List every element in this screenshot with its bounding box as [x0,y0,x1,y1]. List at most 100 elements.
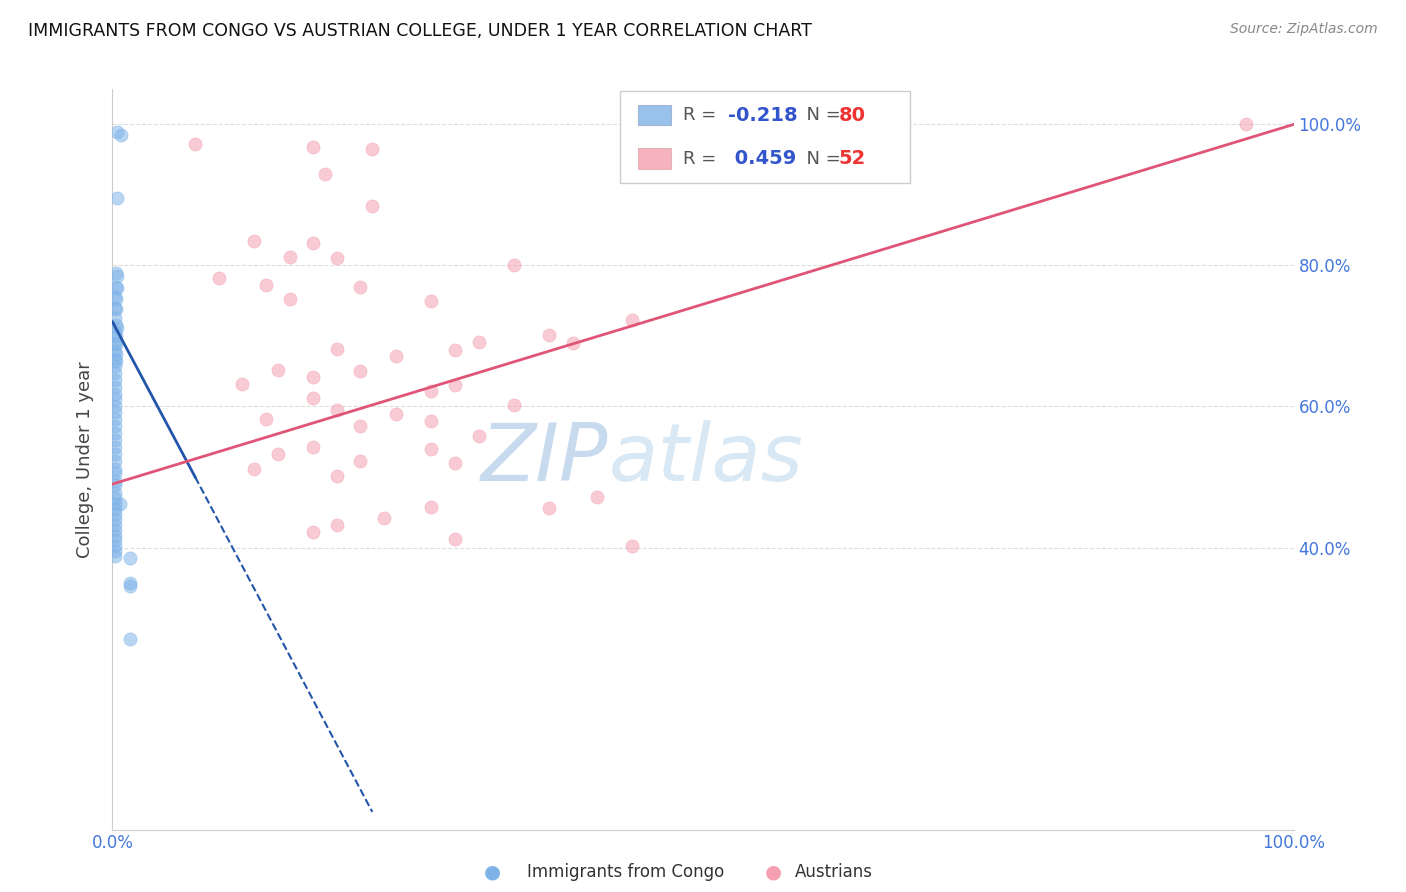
Point [104,412,127,426]
Text: N =: N = [796,106,846,124]
Point [105,318,128,333]
Point [503,398,526,412]
Point [104,400,127,414]
Point [361,198,384,212]
Point [104,290,127,304]
Point [420,384,443,398]
Point [1234,118,1257,132]
FancyBboxPatch shape [638,148,671,169]
Point [104,461,127,475]
Point [562,336,585,351]
Point [120,579,142,593]
Point [503,259,526,273]
Point [104,301,127,315]
Point [326,468,349,483]
Point [254,278,277,293]
Point [302,235,325,250]
Point [467,334,489,349]
Point [267,363,290,377]
Point [104,523,127,537]
Point [104,351,127,366]
Point [104,467,127,481]
Point [104,518,127,533]
Point [104,359,127,373]
Y-axis label: College, Under 1 year: College, Under 1 year [76,361,94,558]
Point [208,271,231,285]
Point [104,501,127,516]
Point [420,293,443,308]
Point [349,279,371,293]
Text: Austrians: Austrians [794,863,872,881]
Point [302,370,325,384]
Point [326,518,349,533]
Point [105,320,128,334]
Point [104,474,127,488]
Point [267,447,290,461]
Point [105,346,128,360]
Point [120,632,142,647]
Point [105,192,128,206]
Point [105,279,128,293]
Point [373,511,395,525]
Point [110,128,132,142]
Point [104,405,127,419]
Point [444,532,467,546]
Point [108,497,131,511]
Text: -0.218: -0.218 [728,105,797,125]
Point [621,313,644,327]
Text: Immigrants from Congo: Immigrants from Congo [527,863,724,881]
Point [243,234,266,248]
Point [420,500,443,514]
Point [444,456,467,470]
Text: ●: ● [484,863,501,882]
Text: atlas: atlas [609,420,803,499]
Point [467,429,489,443]
Text: IMMIGRANTS FROM CONGO VS AUSTRIAN COLLEGE, UNDER 1 YEAR CORRELATION CHART: IMMIGRANTS FROM CONGO VS AUSTRIAN COLLEG… [28,22,813,40]
Point [231,376,253,391]
Point [104,454,127,468]
Point [585,490,607,504]
Point [254,412,277,426]
Point [104,441,127,455]
Point [104,528,127,542]
Point [302,441,325,455]
Point [104,549,127,563]
Point [349,454,371,468]
Point [361,142,384,156]
Point [326,403,349,417]
Text: 80: 80 [839,105,866,125]
Point [104,380,127,394]
Point [444,343,467,357]
Point [104,336,127,351]
Point [385,407,408,421]
Point [104,426,127,441]
Point [104,326,127,340]
Point [105,353,128,368]
Point [385,349,408,363]
Point [105,266,128,280]
Point [104,344,127,359]
Point [326,252,349,266]
Point [104,533,127,548]
Point [104,434,127,448]
Point [104,485,127,500]
Point [349,364,371,378]
Point [105,281,128,295]
Text: Source: ZipAtlas.com: Source: ZipAtlas.com [1230,22,1378,37]
Point [104,497,127,511]
Point [104,392,127,407]
Text: N =: N = [796,150,846,168]
Point [104,544,127,558]
Point [314,167,336,181]
Point [104,366,127,380]
Point [104,386,127,401]
Text: R =: R = [683,150,721,168]
Point [120,551,142,566]
Point [105,302,128,317]
Point [104,491,127,505]
Point [104,478,127,492]
Text: R =: R = [683,106,721,124]
Point [105,329,128,343]
Text: ●: ● [765,863,782,882]
Point [104,512,127,526]
